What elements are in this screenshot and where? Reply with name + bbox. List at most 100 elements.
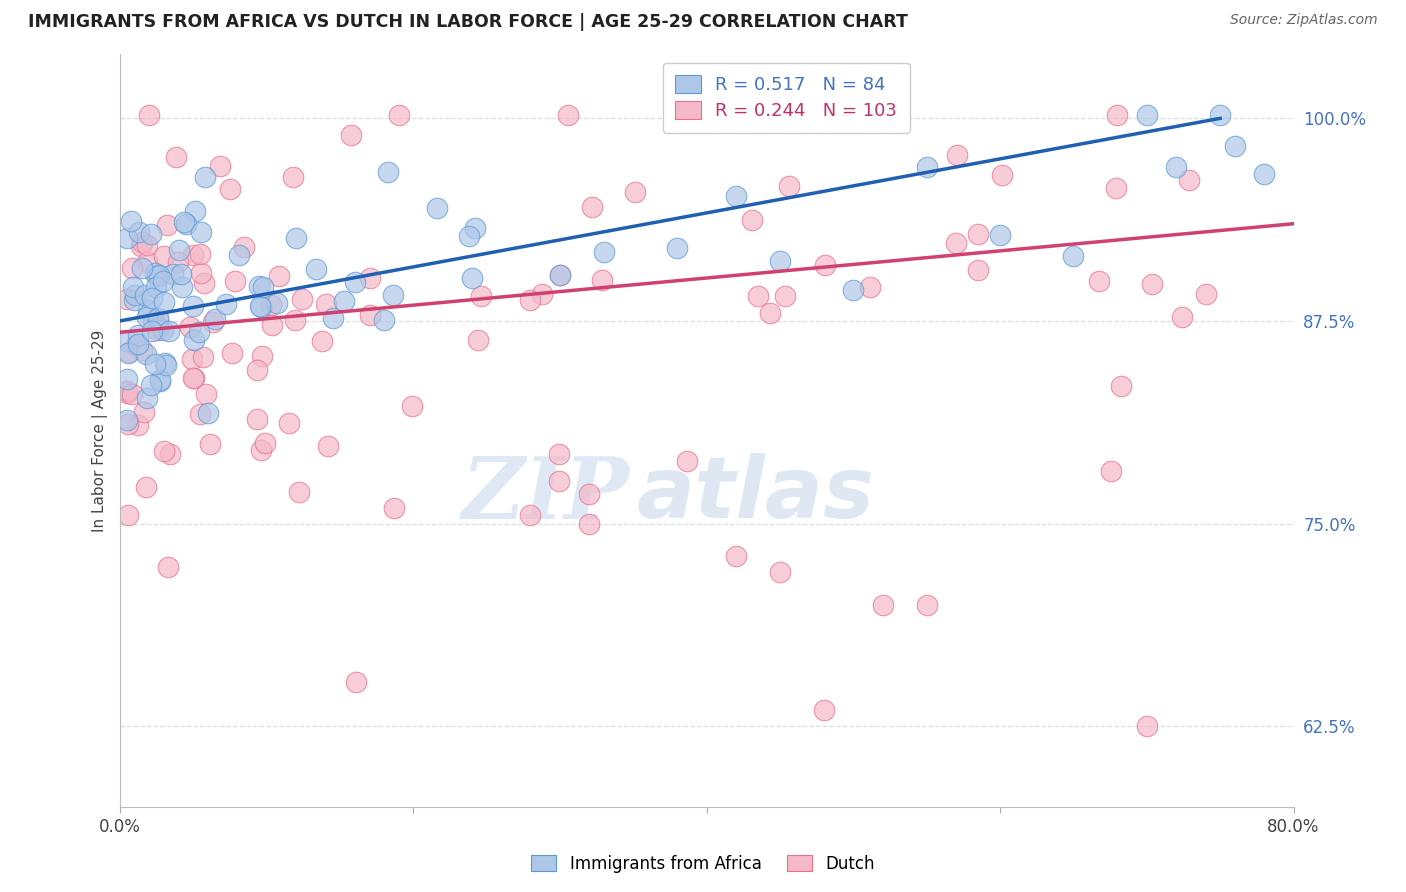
Point [250, 350, 273, 364]
Point [145, 269, 167, 284]
Point [131, 260, 153, 275]
Point [122, 280, 145, 294]
Point [332, 294, 354, 309]
Point [1223, 138, 1246, 153]
Point [1111, 379, 1133, 393]
Point [581, 200, 603, 214]
Point [117, 417, 139, 432]
Point [470, 289, 492, 303]
Point [188, 407, 211, 421]
Point [360, 308, 382, 322]
Point [305, 261, 328, 276]
Point [377, 165, 399, 179]
Point [249, 300, 271, 314]
Point [284, 231, 307, 245]
Point [148, 313, 170, 327]
Legend: R = 0.517   N = 84, R = 0.244   N = 103: R = 0.517 N = 84, R = 0.244 N = 103 [662, 62, 910, 133]
Point [550, 268, 572, 283]
Point [141, 291, 163, 305]
Point [157, 324, 180, 338]
Point [1209, 108, 1232, 122]
Point [127, 327, 149, 342]
Point [136, 302, 159, 317]
Point [117, 346, 139, 360]
Point [173, 215, 195, 229]
Point [143, 266, 166, 280]
Point [139, 378, 162, 392]
Point [115, 372, 138, 386]
Point [190, 266, 212, 280]
Point [269, 268, 291, 283]
Point [115, 385, 138, 400]
Point [246, 412, 269, 426]
Point [208, 159, 231, 173]
Point [117, 345, 139, 359]
Point [218, 182, 240, 196]
Point [1178, 173, 1201, 187]
Point [193, 277, 215, 291]
Point [145, 323, 167, 337]
Point [1062, 249, 1084, 263]
Point [359, 271, 381, 285]
Point [519, 293, 541, 308]
Text: ZIP: ZIP [463, 453, 630, 536]
Point [814, 258, 837, 272]
Point [249, 299, 271, 313]
Point [224, 274, 246, 288]
Point [142, 313, 165, 327]
Point [135, 391, 157, 405]
Point [155, 358, 177, 372]
Point [676, 454, 699, 468]
Point [1105, 180, 1128, 194]
Point [666, 241, 689, 255]
Point [557, 108, 579, 122]
Point [156, 218, 179, 232]
Point [228, 247, 250, 261]
Point [127, 337, 149, 351]
Point [131, 343, 153, 357]
Point [591, 273, 613, 287]
Point [592, 245, 614, 260]
Point [315, 296, 337, 310]
Point [181, 299, 204, 313]
Point [188, 247, 211, 261]
Point [1107, 108, 1129, 122]
Point [988, 227, 1011, 242]
Point [193, 350, 215, 364]
Point [1136, 108, 1159, 122]
Point [221, 345, 243, 359]
Point [966, 227, 988, 241]
Point [467, 333, 489, 347]
Point [149, 374, 172, 388]
Point [1253, 167, 1275, 181]
Point [135, 310, 157, 324]
Point [316, 439, 339, 453]
Point [1087, 274, 1109, 288]
Point [1164, 160, 1187, 174]
Point [915, 161, 938, 175]
Point [159, 447, 181, 461]
Point [183, 333, 205, 347]
Point [152, 323, 174, 337]
Point [145, 279, 167, 293]
Point [288, 485, 311, 500]
Point [121, 261, 143, 276]
Point [548, 268, 571, 282]
Point [135, 255, 157, 269]
Point [165, 150, 187, 164]
Point [181, 352, 204, 367]
Point [311, 334, 333, 349]
Point [115, 231, 138, 245]
Point [769, 253, 792, 268]
Point [167, 243, 190, 257]
Point [388, 108, 411, 122]
Point [174, 217, 197, 231]
Point [724, 549, 747, 563]
Point [747, 289, 769, 303]
Point [179, 320, 201, 334]
Point [967, 263, 990, 277]
Point [139, 227, 162, 242]
Point [813, 703, 835, 717]
Point [152, 443, 174, 458]
Point [201, 315, 224, 329]
